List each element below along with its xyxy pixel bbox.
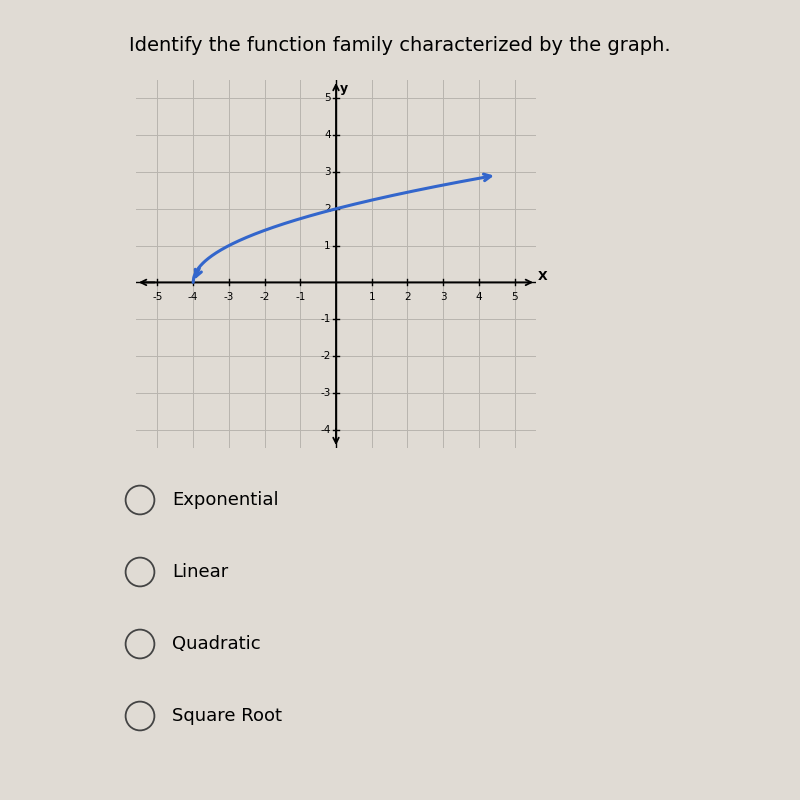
Text: 3: 3 bbox=[324, 167, 330, 177]
Text: -4: -4 bbox=[320, 425, 330, 434]
Text: 4: 4 bbox=[324, 130, 330, 140]
Text: Quadratic: Quadratic bbox=[172, 635, 261, 653]
Text: 3: 3 bbox=[440, 291, 446, 302]
Text: -4: -4 bbox=[188, 291, 198, 302]
Text: -2: -2 bbox=[320, 351, 330, 361]
Text: 2: 2 bbox=[404, 291, 410, 302]
Text: y: y bbox=[340, 82, 349, 95]
Text: Identify the function family characterized by the graph.: Identify the function family characteriz… bbox=[129, 36, 671, 55]
Text: 5: 5 bbox=[324, 94, 330, 103]
Text: 4: 4 bbox=[475, 291, 482, 302]
Text: 2: 2 bbox=[324, 204, 330, 214]
Text: -3: -3 bbox=[320, 388, 330, 398]
Text: Linear: Linear bbox=[172, 563, 228, 581]
Text: -1: -1 bbox=[295, 291, 306, 302]
Text: -5: -5 bbox=[152, 291, 162, 302]
Text: -2: -2 bbox=[259, 291, 270, 302]
Text: -3: -3 bbox=[224, 291, 234, 302]
Text: 1: 1 bbox=[369, 291, 375, 302]
Text: 5: 5 bbox=[511, 291, 518, 302]
Text: -1: -1 bbox=[320, 314, 330, 324]
Text: X: X bbox=[538, 270, 547, 283]
Text: Exponential: Exponential bbox=[172, 491, 278, 509]
Text: Square Root: Square Root bbox=[172, 707, 282, 725]
Text: 1: 1 bbox=[324, 241, 330, 250]
